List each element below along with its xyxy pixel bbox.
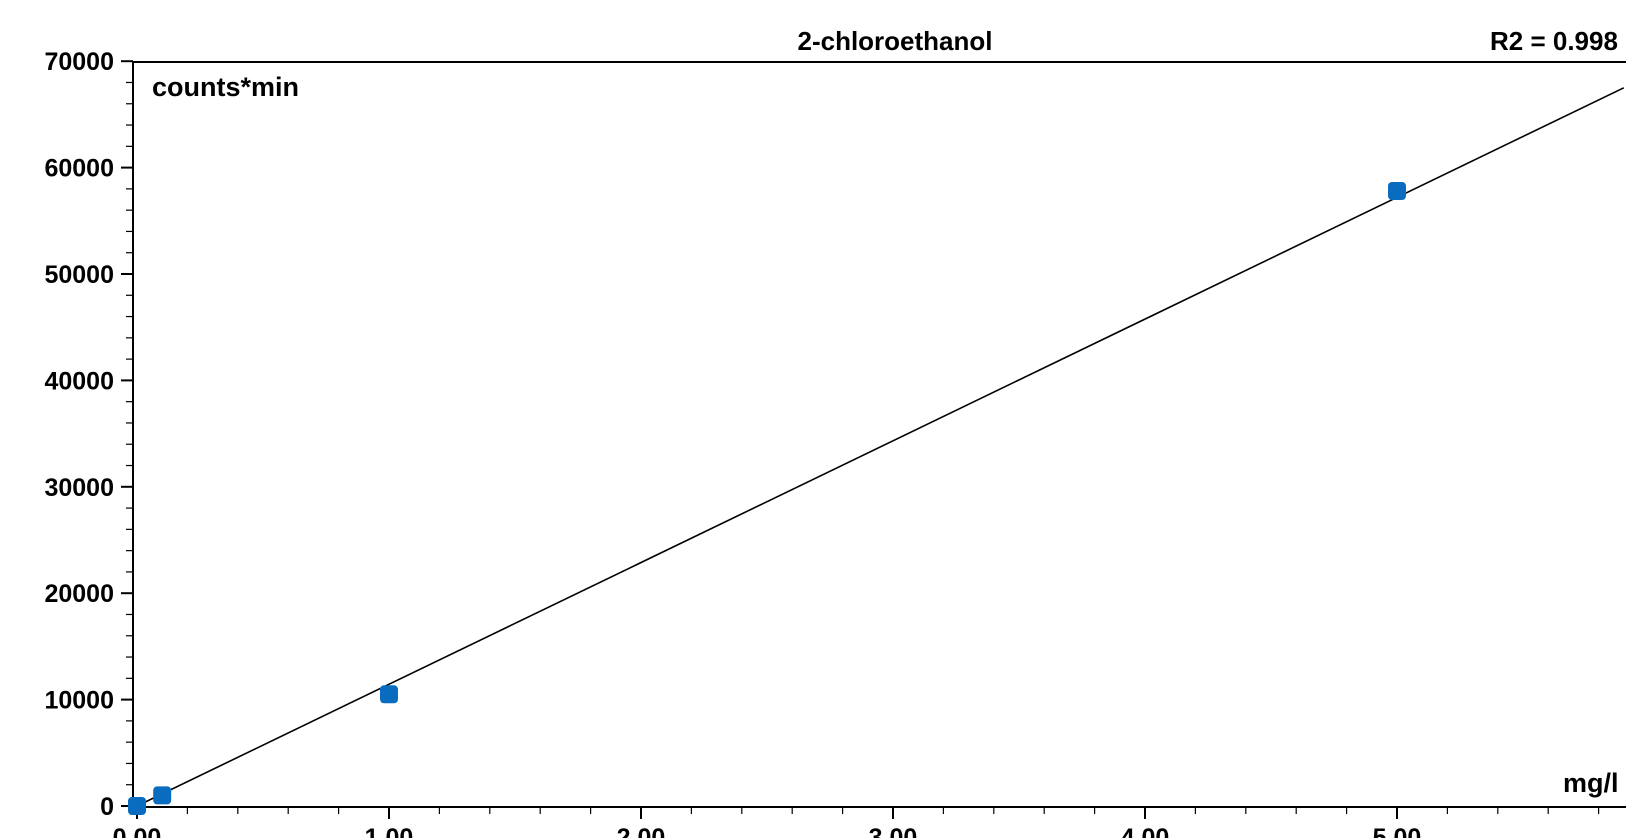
data-point bbox=[128, 797, 146, 815]
plot-area-frame bbox=[132, 61, 1626, 808]
r2-label: R2 = 0.998 bbox=[1490, 26, 1618, 56]
y-tick-label: 40000 bbox=[44, 367, 114, 395]
x-tick-label: 0.00 bbox=[113, 824, 162, 838]
data-points-layer bbox=[128, 182, 1406, 815]
y-tick-label: 50000 bbox=[44, 261, 114, 289]
y-tick-label: 10000 bbox=[44, 687, 114, 715]
x-tick-label: 4.00 bbox=[1121, 824, 1170, 838]
data-point bbox=[1388, 182, 1406, 201]
data-point bbox=[153, 786, 172, 805]
x-tick-label: 3.00 bbox=[869, 824, 918, 838]
x-tick-label: 1.00 bbox=[365, 824, 414, 838]
data-point bbox=[380, 685, 398, 704]
y-tick-label: 0 bbox=[100, 793, 114, 821]
y-axis-ticks: 0 10000 20000 30000 40000 50000 60000 70000 bbox=[44, 48, 133, 821]
y-tick-label: 20000 bbox=[44, 580, 114, 608]
x-tick-label: 5.00 bbox=[1373, 824, 1422, 838]
y-tick-label: 70000 bbox=[44, 48, 114, 76]
chart-title: 2-chloroethanol bbox=[797, 26, 992, 56]
x-tick-label: 2.00 bbox=[617, 824, 666, 838]
y-axis-unit-label: counts*min bbox=[152, 72, 299, 102]
y-tick-label: 30000 bbox=[44, 474, 114, 502]
x-axis-unit-label: mg/l bbox=[1563, 768, 1619, 798]
y-tick-label: 60000 bbox=[44, 155, 114, 183]
x-axis-ticks: 0.00 1.00 2.00 3.00 4.00 5.00 bbox=[113, 807, 1600, 838]
